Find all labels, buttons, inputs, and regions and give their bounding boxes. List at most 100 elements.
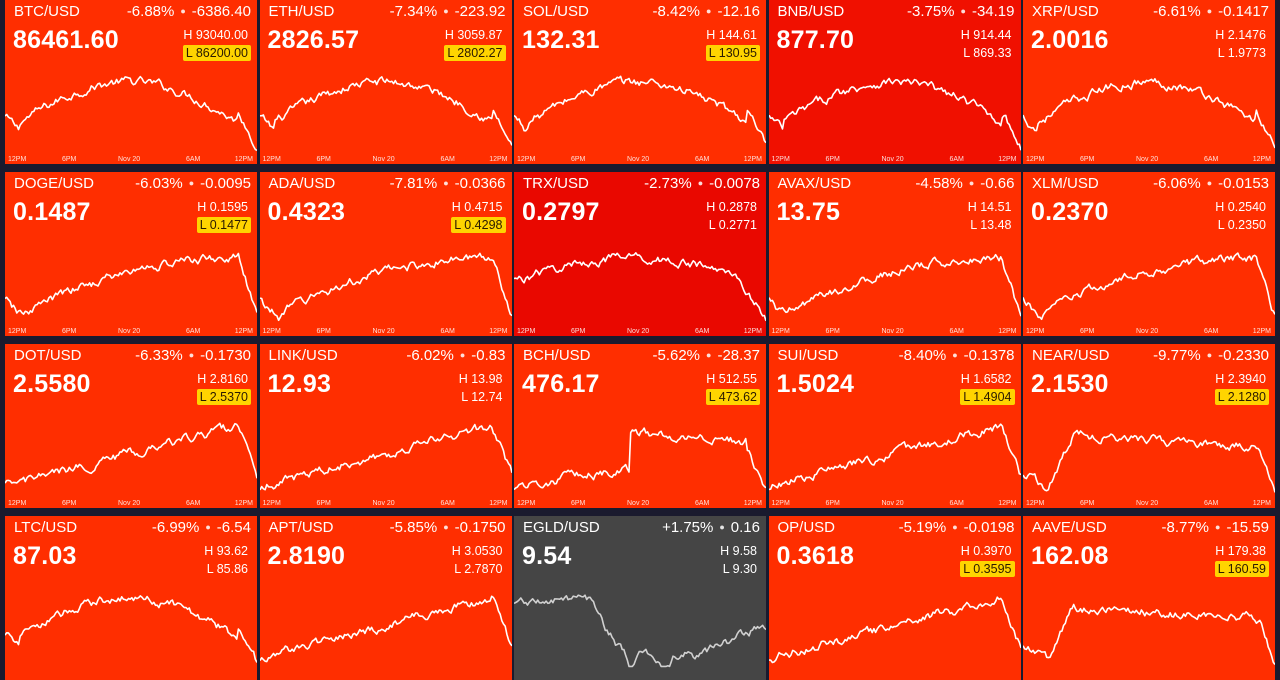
time-axis-label: 12PM bbox=[1252, 156, 1271, 163]
time-axis-label: 12PM bbox=[489, 328, 508, 335]
sparkline-chart bbox=[1023, 603, 1275, 665]
time-axis-label: Nov 20 bbox=[118, 156, 141, 163]
day-low: L 9.30 bbox=[722, 562, 757, 576]
day-high: H 93040.00 bbox=[183, 28, 248, 42]
change-readout: -7.34% ● -223.92 bbox=[390, 3, 506, 20]
time-axis-label: 12PM bbox=[489, 156, 508, 163]
separator-dot-icon: ● bbox=[188, 178, 195, 188]
ticker-tile[interactable]: TRX/USD -2.73% ● -0.0078 0.2797 H 0.2878 L 0.2… bbox=[514, 172, 766, 336]
ticker-symbol: DOT/USD bbox=[14, 347, 82, 364]
change-readout: -5.19% ● -0.0198 bbox=[899, 519, 1015, 536]
day-high: H 9.58 bbox=[720, 544, 757, 558]
ticker-symbol: OP/USD bbox=[777, 519, 836, 536]
ticker-tile[interactable]: BCH/USD -5.62% ● -28.37 476.17 H 512.55 L 473.… bbox=[514, 344, 766, 508]
time-axis-label: Nov 20 bbox=[372, 156, 395, 163]
ticker-tile[interactable]: AAVE/USD -8.77% ● -15.59 162.08 H 179.38 L 160… bbox=[1023, 516, 1275, 680]
ticker-tile[interactable]: DOGE/USD -6.03% ● -0.0095 0.1487 H 0.1595 L 0.… bbox=[5, 172, 257, 336]
sparkline-path bbox=[768, 423, 1021, 491]
absolute-change: -15.59 bbox=[1226, 519, 1269, 536]
ticker-tile[interactable]: BTC/USD -6.88% ● -6386.40 86461.60 H 93040.00… bbox=[5, 0, 257, 164]
ticker-symbol: EGLD/USD bbox=[523, 519, 600, 536]
time-axis-label: 12PM bbox=[998, 500, 1017, 507]
absolute-change: -0.2330 bbox=[1218, 347, 1269, 364]
absolute-change: -0.0366 bbox=[454, 175, 506, 192]
time-axis-label: 12PM bbox=[771, 328, 790, 335]
change-readout: -6.99% ● -6.54 bbox=[152, 519, 251, 536]
day-low: L 2.1280 bbox=[1214, 389, 1269, 405]
absolute-change: -0.83 bbox=[471, 347, 506, 364]
sparkline-path bbox=[768, 253, 1021, 317]
time-axis-label: 6AM bbox=[695, 328, 710, 335]
time-axis-label: 12PM bbox=[1252, 500, 1271, 507]
last-price: 0.3618 bbox=[776, 542, 855, 570]
time-axis-label: 12PM bbox=[8, 156, 27, 163]
time-axis-label: 6PM bbox=[62, 328, 77, 335]
ticker-tile[interactable]: SOL/USD -8.42% ● -12.16 132.31 H 144.61 L 130.… bbox=[514, 0, 766, 164]
percent-change: -6.88% bbox=[126, 3, 175, 20]
sparkline-chart bbox=[1023, 429, 1275, 493]
ticker-tile[interactable]: BNB/USD -3.75% ● -34.19 877.70 H 914.44 L 869.… bbox=[768, 0, 1021, 164]
time-axis-label: 12PM bbox=[1252, 328, 1271, 335]
time-axis-label: 12PM bbox=[489, 500, 508, 507]
ticker-tile[interactable]: NEAR/USD -9.77% ● -0.2330 2.1530 H 2.3940 L 2.… bbox=[1023, 344, 1275, 508]
time-axis-label: 12PM bbox=[262, 328, 281, 335]
ticker-tile[interactable]: AVAX/USD -4.58% ● -0.66 13.75 H 14.51 L 13.48 1… bbox=[768, 172, 1021, 336]
last-price: 12.93 bbox=[267, 370, 332, 398]
day-high: H 0.4715 bbox=[451, 200, 503, 214]
separator-dot-icon: ● bbox=[1206, 178, 1213, 188]
separator-dot-icon: ● bbox=[706, 350, 712, 360]
time-axis-label: 6AM bbox=[440, 500, 455, 507]
absolute-change: -0.1750 bbox=[454, 519, 506, 536]
ticker-symbol: ETH/USD bbox=[268, 3, 335, 20]
sparkline-chart bbox=[768, 596, 1021, 664]
percent-change: -7.34% bbox=[389, 3, 438, 20]
sparkline-chart bbox=[259, 595, 512, 663]
separator-dot-icon: ● bbox=[952, 522, 958, 532]
time-axis-label: 6PM bbox=[62, 500, 77, 507]
percent-change: -8.77% bbox=[1161, 519, 1210, 536]
time-axis-label: 6AM bbox=[186, 328, 201, 335]
day-high: H 0.2878 bbox=[706, 200, 757, 214]
sparkline-chart bbox=[768, 423, 1021, 491]
day-high: H 1.6582 bbox=[960, 372, 1012, 386]
time-axis-label: 6PM bbox=[571, 328, 586, 335]
sparkline-path bbox=[1023, 78, 1275, 149]
ticker-tile[interactable]: DOT/USD -6.33% ● -0.1730 2.5580 H 2.8160 L 2.5… bbox=[5, 344, 257, 508]
change-readout: -9.77% ● -0.2330 bbox=[1153, 347, 1269, 364]
day-high: H 0.2540 bbox=[1215, 200, 1266, 214]
change-readout: -8.77% ● -15.59 bbox=[1161, 519, 1269, 536]
sparkline-chart bbox=[514, 594, 766, 668]
day-high: H 2.1476 bbox=[1215, 28, 1266, 42]
day-low: L 12.74 bbox=[461, 390, 503, 404]
ticker-tile[interactable]: XLM/USD -6.06% ● -0.0153 0.2370 H 0.2540 L 0.2… bbox=[1023, 172, 1275, 336]
change-readout: -6.03% ● -0.0095 bbox=[135, 175, 251, 192]
sparkline-path bbox=[259, 76, 512, 146]
ticker-symbol: AAVE/USD bbox=[1032, 519, 1107, 536]
ticker-tile[interactable]: LTC/USD -6.99% ● -6.54 87.03 H 93.62 L 85.86 bbox=[5, 516, 257, 680]
day-high: H 914.44 bbox=[960, 28, 1012, 42]
sparkline-chart bbox=[259, 423, 512, 491]
sparkline-chart bbox=[5, 252, 257, 315]
ticker-tile[interactable]: ADA/USD -7.81% ● -0.0366 0.4323 H 0.4715 L 0.4… bbox=[259, 172, 512, 336]
day-high: H 14.51 bbox=[967, 200, 1012, 214]
last-price: 0.4323 bbox=[267, 198, 346, 226]
time-axis-label: 6AM bbox=[1204, 500, 1219, 507]
day-high: H 2.8160 bbox=[197, 372, 248, 386]
ticker-symbol: DOGE/USD bbox=[14, 175, 95, 192]
ticker-tile[interactable]: APT/USD -5.85% ● -0.1750 2.8190 H 3.0530 L 2.7… bbox=[259, 516, 512, 680]
last-price: 877.70 bbox=[776, 26, 855, 54]
sparkline-chart bbox=[5, 595, 257, 663]
day-high: H 0.1595 bbox=[197, 200, 248, 214]
ticker-symbol: BTC/USD bbox=[14, 3, 80, 20]
ticker-tile[interactable]: ETH/USD -7.34% ● -223.92 2826.57 H 3059.87 L 2… bbox=[259, 0, 512, 164]
ticker-tile[interactable]: EGLD/USD +1.75% ● 0.16 9.54 H 9.58 L 9.30 bbox=[514, 516, 766, 680]
ticker-tile[interactable]: XRP/USD -6.61% ● -0.1417 2.0016 H 2.1476 L 1.9… bbox=[1023, 0, 1275, 164]
ticker-tile[interactable]: OP/USD -5.19% ● -0.0198 0.3618 H 0.3970 L 0.35… bbox=[768, 516, 1021, 680]
time-axis-label: 6AM bbox=[695, 500, 710, 507]
day-high: H 2.3940 bbox=[1215, 372, 1266, 386]
absolute-change: -0.0198 bbox=[963, 519, 1015, 536]
ticker-tile[interactable]: SUI/USD -8.40% ● -0.1378 1.5024 H 1.6582 L 1.4… bbox=[768, 344, 1021, 508]
ticker-tile[interactable]: LINK/USD -6.02% ● -0.83 12.93 H 13.98 L 12.74 1… bbox=[259, 344, 512, 508]
time-axis-label: Nov 20 bbox=[627, 156, 650, 163]
time-axis-label: Nov 20 bbox=[881, 156, 904, 163]
